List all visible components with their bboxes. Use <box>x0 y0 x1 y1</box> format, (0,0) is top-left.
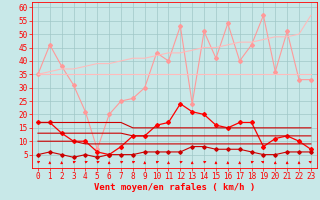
X-axis label: Vent moyen/en rafales ( km/h ): Vent moyen/en rafales ( km/h ) <box>94 183 255 192</box>
